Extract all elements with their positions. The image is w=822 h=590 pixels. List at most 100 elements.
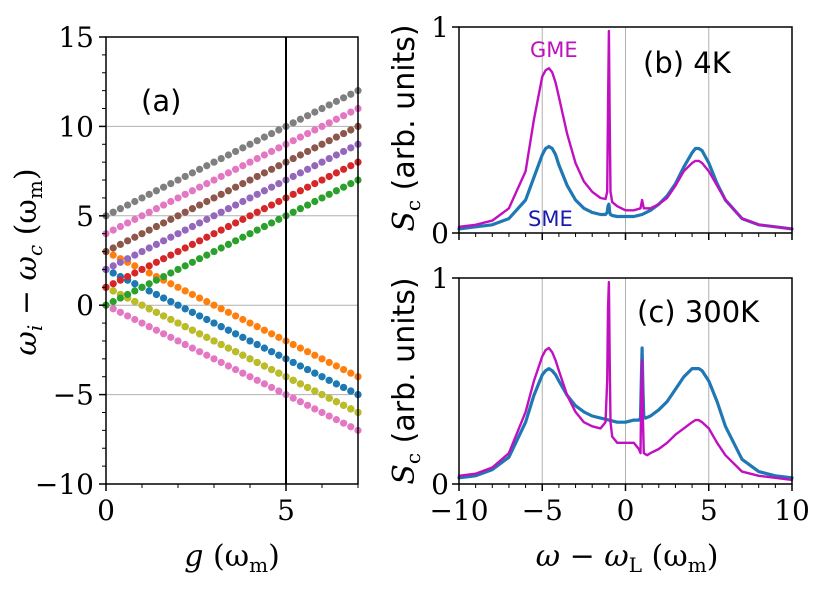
panel-a-point [196,201,204,209]
panel-a-point [116,240,124,249]
panel-a-point [131,269,139,277]
panel-a-point [138,283,146,291]
panel-a-point [203,351,211,359]
panel-a-point [138,265,146,274]
panel-a-point [109,269,117,277]
panel-a-ytick-label: 10 [58,110,94,143]
panel-a-point [347,387,355,395]
panel-a-point [268,365,276,374]
panel-a-point [181,208,189,216]
panel-a-point [196,219,204,227]
panel-a-point [318,176,326,184]
panel-a-point [239,162,247,170]
panel-a-point [224,151,232,159]
panel-b-ylabel: Sc (arb. units) [387,24,425,231]
panel-a-point [340,365,348,374]
panel-a-point [275,387,283,395]
panel-a-point [224,326,232,334]
panel-a-point [188,205,196,213]
panel-a-point [152,276,160,284]
panel-a-point [340,129,348,138]
panel-a-point [109,280,117,288]
panel-a-point [160,183,168,191]
panel-a-point [340,94,348,102]
panel-a-point [181,323,189,331]
panel-a-point [167,251,175,259]
panel-a-point [167,298,175,306]
panel-a-point [253,190,261,198]
panel-a-point [138,301,146,309]
panel-a-point [116,205,124,213]
panel-c-annotation: (c) 300K [637,295,760,329]
panel-a-point [145,269,153,277]
panel-a-point [332,151,340,159]
panel-a-point [304,165,312,173]
panel-a-point [224,187,232,195]
panel-a-point [210,158,218,166]
panel-a-point [332,97,340,105]
panel-c-xtick-label: −10 [429,494,488,527]
panel-a-point [296,187,304,195]
panel-a-point [217,154,225,163]
panel-a-point [181,244,189,252]
svg-text:Sc (arb. units): Sc (arb. units) [387,24,425,231]
panel-a-point [347,144,355,152]
panel-b-sme-label: SME [528,207,573,231]
panel-a-point [318,158,326,166]
panel-a-point [246,140,254,148]
panel-a-point [260,362,268,370]
panel-a-point [347,180,355,188]
panel-a-point [246,355,254,363]
panel-a-point [116,276,124,284]
panel-a-point [152,308,160,316]
panel-a-point [311,197,319,206]
panel-a-point [224,240,232,249]
panel-a-point [167,197,175,206]
panel-a-point [239,315,247,324]
panel-a-point [145,323,153,331]
panel-a-point [174,283,182,291]
panel-a-point [124,237,132,245]
panel-a-point [109,208,117,216]
panel-a-point [109,287,117,295]
panel-a-point [116,294,124,302]
panel-a-point [268,348,276,356]
panel-a-point [131,262,139,270]
panel-a-point [275,197,283,206]
panel-a-point [167,215,175,223]
panel-a-point [260,169,268,177]
panel-a-point [224,222,232,231]
panel-a-point [181,226,189,234]
panel-a-point [318,408,326,417]
panel-a-point [304,147,312,156]
panel-a-point [217,208,225,216]
panel-a-point [181,305,189,313]
panel-a-series [102,122,362,256]
panel-a-point [217,172,225,181]
panel-c-xlabel: ω − ωL (ωm) [536,539,719,577]
panel-a-point [181,287,189,295]
panel-a-point [253,137,261,145]
panel-a-point [131,197,139,206]
panel-a-point [296,151,304,159]
panel-a-xtick-label: 0 [97,494,115,527]
panel-a-point [210,176,218,184]
panel-b-ticks: 01 [431,11,793,250]
panel-a-point [304,112,312,120]
panel-a-point [311,369,319,377]
panel-a-point [340,183,348,191]
panel-a-point [109,298,117,306]
panel-a-point [232,219,240,227]
panel-a-point [304,401,312,409]
panel-a-point [289,172,297,181]
panel-a-point [217,190,225,198]
panel-a-point [188,258,196,266]
panel-a-point [203,215,211,223]
panel-a-point [347,108,355,116]
panel-a-point [232,165,240,173]
panel-a-point [181,340,189,349]
panel-a-point [246,194,254,202]
panel-a-point [304,201,312,209]
panel-a-point [131,233,139,241]
panel-a-point [167,280,175,288]
